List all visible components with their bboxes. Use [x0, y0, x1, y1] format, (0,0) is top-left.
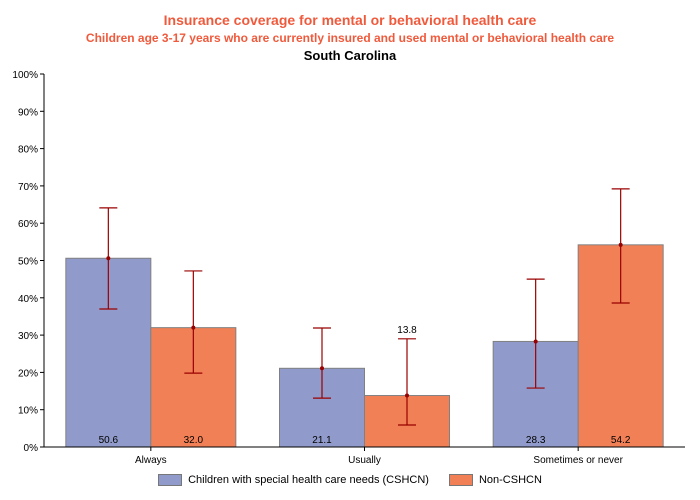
legend: Children with special health care needs … [0, 474, 700, 486]
data-label: 50.6 [99, 435, 119, 446]
data-label: 28.3 [526, 435, 546, 446]
y-tick-label: 60% [18, 219, 38, 230]
data-label: 32.0 [184, 435, 204, 446]
legend-item-cshcn: Children with special health care needs … [158, 474, 429, 486]
y-tick-label: 0% [24, 443, 39, 454]
y-tick-label: 40% [18, 294, 38, 305]
y-tick-label: 90% [18, 107, 38, 118]
legend-label-non-cshcn: Non-CSHCN [478, 474, 542, 486]
y-tick-label: 30% [18, 331, 38, 342]
chart-subtitle: Children age 3-17 years who are currentl… [85, 31, 615, 45]
y-tick-label: 10% [18, 406, 38, 417]
y-tick-label: 20% [18, 368, 38, 379]
x-tick-label: Usually [348, 455, 381, 466]
chart-state-label: South Carolina [303, 48, 397, 63]
data-label: 54.2 [611, 435, 631, 446]
legend-swatch-cshcn [158, 474, 183, 486]
data-label: 21.1 [312, 435, 332, 446]
legend-swatch-non-cshcn [448, 474, 473, 486]
estimate-point [533, 339, 538, 344]
legend-label-cshcn: Children with special health care needs … [188, 474, 429, 486]
y-tick-label: 70% [18, 182, 38, 193]
x-tick-label: Sometimes or never [533, 455, 623, 466]
estimate-point [618, 242, 623, 247]
estimate-point [405, 393, 409, 398]
y-tick-label: 100% [12, 70, 38, 81]
data-label: 13.8 [397, 325, 417, 336]
estimate-point [320, 366, 324, 371]
chart-title: Insurance coverage for mental or behavio… [163, 12, 537, 28]
y-tick-label: 80% [18, 145, 38, 156]
x-tick-label: Always [135, 455, 167, 466]
estimate-point [191, 325, 196, 330]
estimate-point [106, 256, 111, 261]
legend-item-non-cshcn: Non-CSHCN [448, 474, 542, 486]
y-tick-label: 50% [18, 257, 38, 268]
